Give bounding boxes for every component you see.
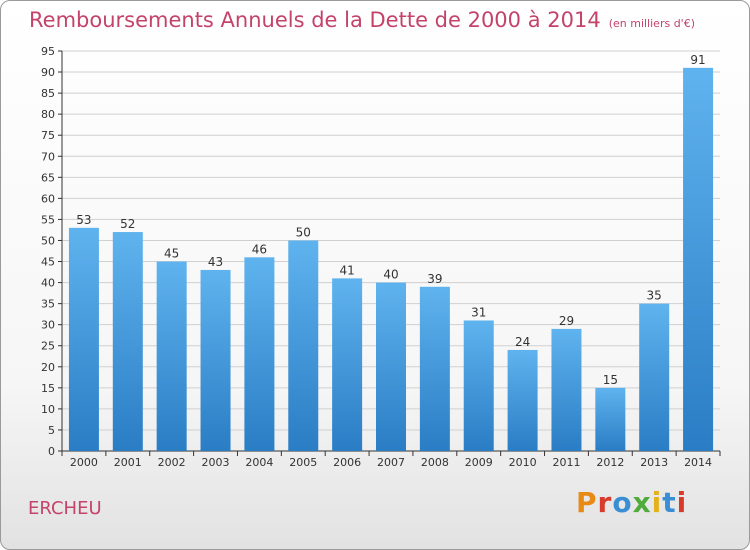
bar-2013 bbox=[639, 303, 670, 451]
y-tick-label: 40 bbox=[41, 277, 55, 290]
logo-letter: x bbox=[632, 486, 652, 519]
y-tick-label: 85 bbox=[41, 87, 55, 100]
data-label-2014: 91 bbox=[690, 53, 705, 67]
y-tick-label: 70 bbox=[41, 150, 55, 163]
x-tick-label-2011: 2011 bbox=[552, 456, 580, 469]
data-label-2005: 50 bbox=[296, 225, 311, 239]
y-tick-label: 65 bbox=[41, 171, 55, 184]
bars bbox=[68, 67, 714, 451]
x-tick-label-2000: 2000 bbox=[70, 456, 98, 469]
data-label-2009: 31 bbox=[471, 305, 486, 319]
logo-letter: r bbox=[597, 486, 613, 519]
data-label-2004: 46 bbox=[252, 242, 267, 256]
chart-title: Remboursements Annuels de la Dette de 20… bbox=[29, 8, 695, 32]
title-main: Remboursements Annuels de la Dette de 20… bbox=[29, 8, 601, 32]
bar-2002 bbox=[156, 261, 187, 451]
labels: 53 2000 52 2001 45 2002 43 2003 46 2004 50 2005 41 20… bbox=[70, 53, 712, 469]
x-tick-label-2006: 2006 bbox=[333, 456, 361, 469]
data-label-2010: 24 bbox=[515, 335, 530, 349]
y-tick-label: 30 bbox=[41, 319, 55, 332]
y-tick-label: 75 bbox=[41, 129, 55, 142]
bar-2000 bbox=[68, 227, 99, 451]
commune-name: ERCHEU bbox=[28, 498, 102, 519]
data-label-2000: 53 bbox=[76, 213, 91, 227]
bar-2007 bbox=[376, 282, 406, 451]
proxiti-logo: Proxiti bbox=[576, 486, 687, 519]
x-tick-label-2013: 2013 bbox=[640, 456, 668, 469]
x-tick-label-2012: 2012 bbox=[596, 456, 624, 469]
axes: 0 5 10 15 20 25 30 35 40 45 50 55 60 65 70 75 80 85 90 95 bbox=[41, 45, 721, 458]
y-tick-label: 0 bbox=[48, 445, 55, 458]
x-tick-label-2005: 2005 bbox=[289, 456, 317, 469]
data-label-2001: 52 bbox=[120, 217, 135, 231]
y-tick-label: 20 bbox=[41, 361, 55, 374]
bar-2012 bbox=[595, 387, 626, 451]
data-label-2006: 41 bbox=[339, 263, 354, 277]
y-tick-label: 95 bbox=[41, 45, 55, 58]
y-tick-label: 25 bbox=[41, 340, 55, 353]
y-tick-label: 90 bbox=[41, 66, 55, 79]
bar-2001 bbox=[112, 232, 143, 451]
y-tick-label: 35 bbox=[41, 298, 55, 311]
y-tick-label: 55 bbox=[41, 213, 55, 226]
title-unit: (en milliers d'€) bbox=[608, 17, 695, 30]
x-tick-label-2001: 2001 bbox=[114, 456, 142, 469]
logo-letter: P bbox=[576, 486, 598, 519]
x-tick-label-2002: 2002 bbox=[158, 456, 186, 469]
data-label-2003: 43 bbox=[208, 255, 223, 269]
x-tick-label-2014: 2014 bbox=[684, 456, 712, 469]
x-tick-label-2003: 2003 bbox=[202, 456, 230, 469]
bar-2006 bbox=[332, 278, 363, 451]
x-tick-label-2008: 2008 bbox=[421, 456, 449, 469]
logo-letter: o bbox=[612, 486, 633, 519]
y-tick-label: 45 bbox=[41, 256, 55, 269]
data-label-2002: 45 bbox=[164, 247, 179, 261]
x-tick-label-2009: 2009 bbox=[465, 456, 493, 469]
bar-2003 bbox=[200, 269, 231, 451]
y-tick-label: 5 bbox=[48, 424, 55, 437]
data-label-2011: 29 bbox=[559, 314, 574, 328]
data-label-2008: 39 bbox=[427, 272, 442, 286]
data-label-2012: 15 bbox=[603, 373, 618, 387]
y-tick-label: 80 bbox=[41, 108, 55, 121]
x-tick-label-2007: 2007 bbox=[377, 456, 405, 469]
bar-2004 bbox=[244, 257, 275, 451]
logo-letter: i bbox=[676, 486, 688, 519]
x-tick-label-2010: 2010 bbox=[509, 456, 537, 469]
data-label-2007: 40 bbox=[383, 268, 398, 282]
logo-letter: i bbox=[651, 486, 663, 519]
y-tick-label: 15 bbox=[41, 382, 55, 395]
bar-2011 bbox=[551, 328, 582, 451]
data-label-2013: 35 bbox=[647, 289, 662, 303]
y-tick-label: 60 bbox=[41, 192, 55, 205]
bar-2009 bbox=[463, 320, 494, 451]
bar-2005 bbox=[288, 240, 319, 451]
bar-2008 bbox=[419, 286, 450, 451]
bar-2014 bbox=[683, 67, 714, 451]
x-tick-label-2004: 2004 bbox=[245, 456, 273, 469]
bar-2010 bbox=[507, 349, 538, 451]
y-tick-label: 10 bbox=[41, 403, 55, 416]
logo-letter: t bbox=[662, 486, 677, 519]
y-tick-label: 50 bbox=[41, 234, 55, 247]
